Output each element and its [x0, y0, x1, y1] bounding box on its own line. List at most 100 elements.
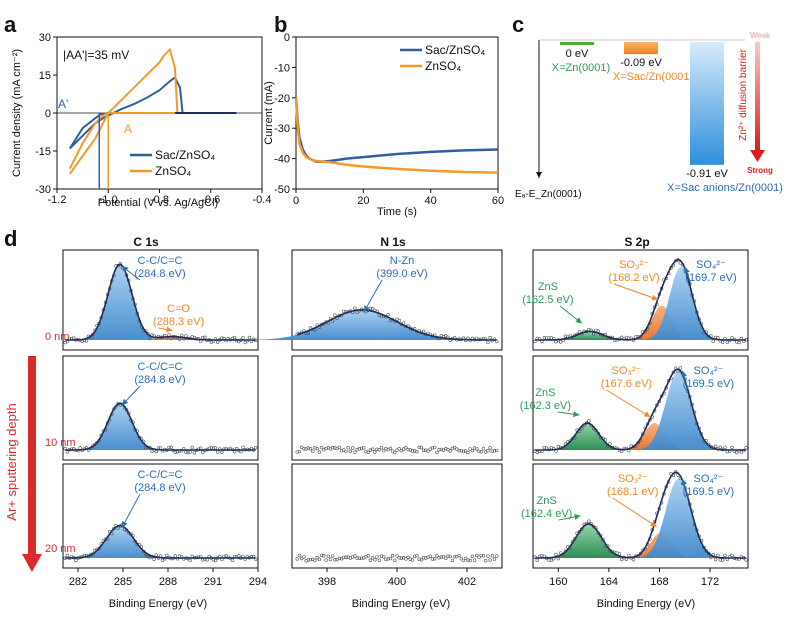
xps-frame [62, 249, 259, 351]
xps-data-point [444, 334, 448, 338]
xps-data-point [486, 449, 490, 453]
legend-label-znso4-b: ZnSO₄ [425, 59, 461, 73]
legend-label-sac-b: Sac/ZnSO₄ [425, 43, 485, 57]
panel-letter-d: d [4, 226, 17, 251]
legend-label-znso4-a: ZnSO₄ [155, 164, 191, 178]
xps-x-tick-label: 288 [159, 576, 177, 588]
xps-data-point [375, 447, 379, 451]
xps-data-point [359, 446, 364, 451]
xps-data-point [370, 307, 375, 311]
xps-frame [62, 355, 259, 461]
xps-data-point [112, 526, 116, 531]
xps-data-point [492, 557, 497, 561]
xps-data-point [390, 553, 395, 558]
xps-data-point [435, 450, 439, 455]
xps-data-point [395, 554, 399, 558]
xps-data-point [441, 448, 446, 452]
ylabel-a: Current density (mA cm⁻²) [11, 49, 23, 177]
xps-data-point [154, 449, 159, 454]
xps-data-point [328, 557, 333, 562]
energy-bar-2 [690, 42, 724, 165]
xps-data-point [302, 555, 306, 559]
xps-peak-label: (162.4 eV) [521, 508, 572, 520]
depth-arrow-head [22, 554, 42, 572]
xps-data-point [417, 557, 421, 561]
xps-data-point [558, 340, 563, 344]
energy-value-2: -0.91 eV [686, 168, 728, 180]
xps-data-point [331, 445, 335, 450]
xps-data-point [490, 553, 494, 558]
xps-peak-label: ZnS [537, 495, 557, 507]
arrow-label-barrier: Zn²⁺ diffusion barrier [738, 48, 749, 140]
x-tick-label-a: -0.6 [201, 194, 220, 206]
xps-label-arrow [121, 385, 141, 406]
xps-data-point [459, 556, 463, 561]
panel-c: c Eₐ-E_Zn(0001) 0 eV X=Zn(0001) -0.09 eV X=… [512, 12, 783, 200]
xps-data-point [353, 450, 357, 454]
xps-data-point [430, 446, 435, 450]
xps-frame [62, 463, 259, 569]
x-tick-label-b: 0 [293, 195, 299, 207]
xps-peak-label: (168.2 eV) [608, 272, 659, 284]
xps-frame [532, 249, 749, 351]
xps-data-point [203, 335, 207, 339]
xps-data-point [406, 447, 410, 452]
xps-data-point [678, 366, 683, 370]
xps-data-point [169, 445, 173, 449]
x-tick-label-a: -0.8 [150, 194, 169, 206]
xps-data-point [638, 551, 643, 556]
xps-data-point [306, 558, 310, 562]
xps-data-point [730, 336, 734, 340]
xps-data-point [433, 445, 437, 450]
xps-data-point [479, 450, 483, 454]
xps-peak-0-2-0 [72, 525, 168, 558]
xlabel-n1s: Binding Energy (eV) [352, 598, 450, 610]
xps-peak-label: SO₃²⁻ [611, 365, 641, 377]
xps-data-point [297, 553, 302, 558]
xps-data-point [353, 554, 357, 558]
xps-x-tick-label: 402 [458, 576, 476, 588]
xps-data-point [737, 340, 741, 345]
xps-data-point [415, 450, 419, 454]
xps-data-point [373, 450, 377, 454]
cv-curve-1 [68, 47, 179, 175]
energy-category-1: X=Sac/Zn(0001) [613, 71, 693, 83]
xps-data-point [317, 450, 322, 454]
y-tick-label-b: -40 [274, 154, 290, 166]
xps-data-point [295, 557, 299, 561]
depth-arrow-shaft [28, 356, 36, 556]
xps-peak-label: C-C/C=C [138, 255, 183, 267]
xps-data-point [165, 553, 169, 558]
xps-data-point [188, 558, 192, 563]
xps-label-arrow [613, 283, 659, 301]
arrow-label-weak: Weak [750, 31, 771, 40]
xps-peak-2-2-0 [544, 523, 633, 558]
xps-data-point [342, 555, 346, 560]
xps-data-point [230, 558, 235, 562]
panel-b: b 0 20 40 60 0 -10 -20 -30 -40 -50 Sac/ZnSO₄ ZnSO… [263, 12, 504, 218]
xps-data-point [333, 446, 337, 450]
arrow-label-strong: Strong [747, 166, 773, 175]
xps-data-point [430, 557, 435, 561]
xps-data-point [475, 553, 479, 558]
xps-frame [291, 463, 503, 569]
xps-data-point [173, 554, 178, 558]
xps-peak-label: (284.8 eV) [134, 268, 185, 280]
xps-data-point [322, 553, 326, 558]
xps-peak-label: SO₃²⁻ [619, 259, 649, 271]
xps-data-point [377, 558, 381, 562]
xps-peak-label: (284.8 eV) [134, 482, 185, 494]
plot-frame-b [295, 36, 499, 190]
xps-data-point [370, 556, 375, 560]
xps-data-point [315, 555, 319, 560]
xps-data-point [706, 551, 711, 555]
xps-label-arrow [558, 513, 581, 521]
xps-x-tick-label: 294 [249, 576, 267, 588]
y-tick-label-a: 15 [39, 70, 51, 82]
xps-data-point [479, 553, 483, 558]
xps-data-point [186, 450, 190, 455]
xps-data-point [324, 558, 328, 562]
panel-letter-c: c [512, 12, 524, 37]
xps-data-point [495, 448, 499, 453]
xps-data-point [725, 340, 729, 344]
